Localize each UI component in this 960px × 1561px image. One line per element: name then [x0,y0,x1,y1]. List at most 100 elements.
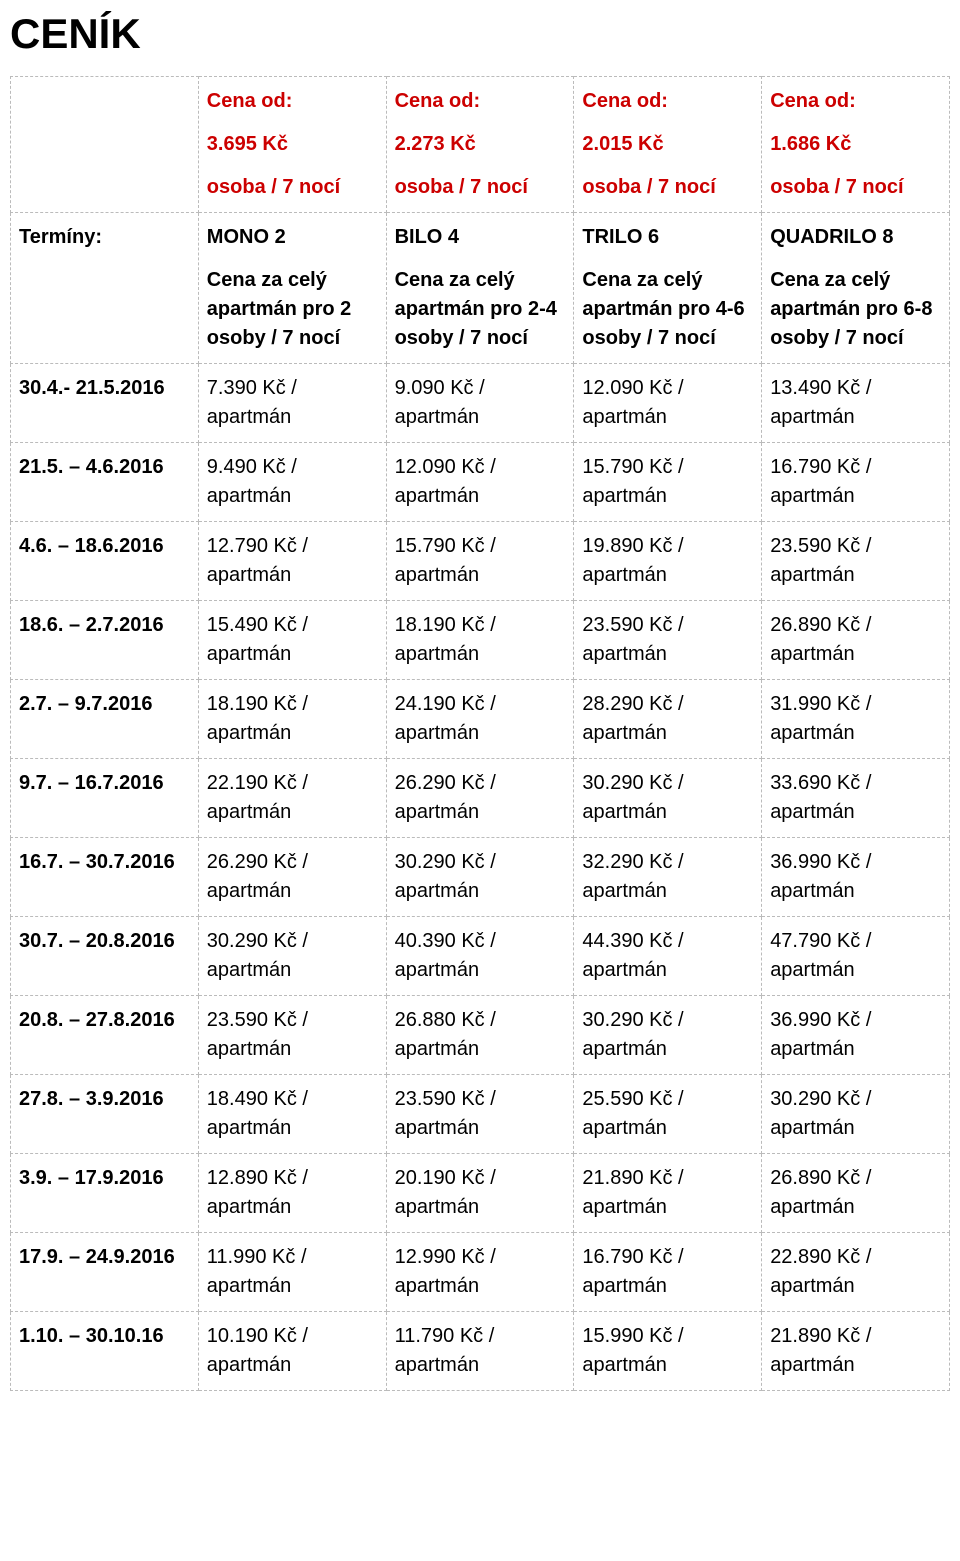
table-row: 4.6. – 18.6.201612.790 Kč / apartmán15.7… [11,522,950,601]
table-row: 21.5. – 4.6.20169.490 Kč / apartmán12.09… [11,443,950,522]
price-cell: 16.790 Kč / apartmán [574,1233,762,1312]
price-cell: 31.990 Kč / apartmán [762,680,950,759]
price-cell: 10.190 Kč / apartmán [198,1312,386,1391]
date-cell: 30.7. – 20.8.2016 [11,917,199,996]
price-cell: 20.190 Kč / apartmán [386,1154,574,1233]
price-cell: 16.790 Kč / apartmán [762,443,950,522]
price-cell: 15.790 Kč / apartmán [386,522,574,601]
table-row: 20.8. – 27.8.201623.590 Kč / apartmán26.… [11,996,950,1075]
price-cell: 30.290 Kč / apartmán [198,917,386,996]
price-cell: 28.290 Kč / apartmán [574,680,762,759]
price-cell: 12.090 Kč / apartmán [386,443,574,522]
price-cell: 23.590 Kč / apartmán [198,996,386,1075]
header-unit-2: osoba / 7 nocí [395,173,566,202]
price-cell: 22.890 Kč / apartmán [762,1233,950,1312]
price-cell: 26.290 Kč / apartmán [386,759,574,838]
price-cell: 30.290 Kč / apartmán [386,838,574,917]
price-cell: 15.990 Kč / apartmán [574,1312,762,1391]
date-cell: 30.4.- 21.5.2016 [11,364,199,443]
price-cell: 30.290 Kč / apartmán [574,996,762,1075]
price-cell: 26.880 Kč / apartmán [386,996,574,1075]
price-cell: 9.090 Kč / apartmán [386,364,574,443]
price-cell: 12.990 Kč / apartmán [386,1233,574,1312]
date-cell: 17.9. – 24.9.2016 [11,1233,199,1312]
terms-label-cell: Termíny: [11,213,199,364]
date-cell: 1.10. – 30.10.16 [11,1312,199,1391]
price-cell: 40.390 Kč / apartmán [386,917,574,996]
table-row: 30.4.- 21.5.20167.390 Kč / apartmán9.090… [11,364,950,443]
date-cell: 21.5. – 4.6.2016 [11,443,199,522]
terms-label: Termíny: [19,226,102,248]
table-row: 17.9. – 24.9.201611.990 Kč / apartmán12.… [11,1233,950,1312]
price-cell: 13.490 Kč / apartmán [762,364,950,443]
price-cell: 7.390 Kč / apartmán [198,364,386,443]
date-cell: 18.6. – 2.7.2016 [11,601,199,680]
price-cell: 18.190 Kč / apartmán [386,601,574,680]
date-cell: 27.8. – 3.9.2016 [11,1075,199,1154]
price-cell: 36.990 Kč / apartmán [762,838,950,917]
price-cell: 24.190 Kč / apartmán [386,680,574,759]
price-cell: 18.190 Kč / apartmán [198,680,386,759]
header-price-3: 2.015 Kč [582,130,753,159]
empty-cell [11,77,199,213]
table-row: 2.7. – 9.7.201618.190 Kč / apartmán24.19… [11,680,950,759]
price-cell: 26.890 Kč / apartmán [762,1154,950,1233]
price-table: Cena od: 3.695 Kč osoba / 7 nocí Cena od… [10,76,950,1391]
price-cell: 21.890 Kč / apartmán [574,1154,762,1233]
price-cell: 19.890 Kč / apartmán [574,522,762,601]
table-row: 18.6. – 2.7.201615.490 Kč / apartmán18.1… [11,601,950,680]
table-row: 9.7. – 16.7.201622.190 Kč / apartmán26.2… [11,759,950,838]
price-cell: 33.690 Kč / apartmán [762,759,950,838]
table-row: 16.7. – 30.7.201626.290 Kč / apartmán30.… [11,838,950,917]
type-name-1: MONO 2 [207,223,378,252]
header-price-col-2: Cena od: 2.273 Kč osoba / 7 nocí [386,77,574,213]
price-cell: 15.490 Kč / apartmán [198,601,386,680]
price-cell: 22.190 Kč / apartmán [198,759,386,838]
date-cell: 16.7. – 30.7.2016 [11,838,199,917]
date-cell: 9.7. – 16.7.2016 [11,759,199,838]
cena-od-label: Cena od: [582,90,668,112]
header-price-1: 3.695 Kč [207,130,378,159]
date-cell: 4.6. – 18.6.2016 [11,522,199,601]
table-row: 1.10. – 30.10.1610.190 Kč / apartmán11.7… [11,1312,950,1391]
type-desc-4: Cena za celý apartmán pro 6-8 osoby / 7 … [770,266,941,353]
type-col-4: QUADRILO 8 Cena za celý apartmán pro 6-8… [762,213,950,364]
price-cell: 23.590 Kč / apartmán [762,522,950,601]
price-cell: 47.790 Kč / apartmán [762,917,950,996]
type-col-1: MONO 2 Cena za celý apartmán pro 2 osoby… [198,213,386,364]
date-cell: 20.8. – 27.8.2016 [11,996,199,1075]
type-name-2: BILO 4 [395,223,566,252]
price-cell: 26.890 Kč / apartmán [762,601,950,680]
header-price-2: 2.273 Kč [395,130,566,159]
header-unit-3: osoba / 7 nocí [582,173,753,202]
type-name-3: TRILO 6 [582,223,753,252]
price-cell: 25.590 Kč / apartmán [574,1075,762,1154]
price-cell: 15.790 Kč / apartmán [574,443,762,522]
cena-od-label: Cena od: [207,90,293,112]
price-cell: 30.290 Kč / apartmán [574,759,762,838]
table-body: Cena od: 3.695 Kč osoba / 7 nocí Cena od… [11,77,950,1391]
type-col-2: BILO 4 Cena za celý apartmán pro 2-4 oso… [386,213,574,364]
table-row: 3.9. – 17.9.201612.890 Kč / apartmán20.1… [11,1154,950,1233]
date-cell: 2.7. – 9.7.2016 [11,680,199,759]
price-cell: 12.090 Kč / apartmán [574,364,762,443]
type-desc-2: Cena za celý apartmán pro 2-4 osoby / 7 … [395,266,566,353]
type-desc-1: Cena za celý apartmán pro 2 osoby / 7 no… [207,266,378,353]
date-cell: 3.9. – 17.9.2016 [11,1154,199,1233]
header-price-col-3: Cena od: 2.015 Kč osoba / 7 nocí [574,77,762,213]
price-cell: 12.790 Kč / apartmán [198,522,386,601]
price-cell: 36.990 Kč / apartmán [762,996,950,1075]
header-unit-1: osoba / 7 nocí [207,173,378,202]
table-row: 27.8. – 3.9.201618.490 Kč / apartmán23.5… [11,1075,950,1154]
price-cell: 11.990 Kč / apartmán [198,1233,386,1312]
header-price-col-1: Cena od: 3.695 Kč osoba / 7 nocí [198,77,386,213]
price-cell: 30.290 Kč / apartmán [762,1075,950,1154]
type-col-3: TRILO 6 Cena za celý apartmán pro 4-6 os… [574,213,762,364]
type-name-4: QUADRILO 8 [770,223,941,252]
price-cell: 23.590 Kč / apartmán [386,1075,574,1154]
price-cell: 18.490 Kč / apartmán [198,1075,386,1154]
type-desc-3: Cena za celý apartmán pro 4-6 osoby / 7 … [582,266,753,353]
price-cell: 12.890 Kč / apartmán [198,1154,386,1233]
price-cell: 32.290 Kč / apartmán [574,838,762,917]
header-price-4: 1.686 Kč [770,130,941,159]
